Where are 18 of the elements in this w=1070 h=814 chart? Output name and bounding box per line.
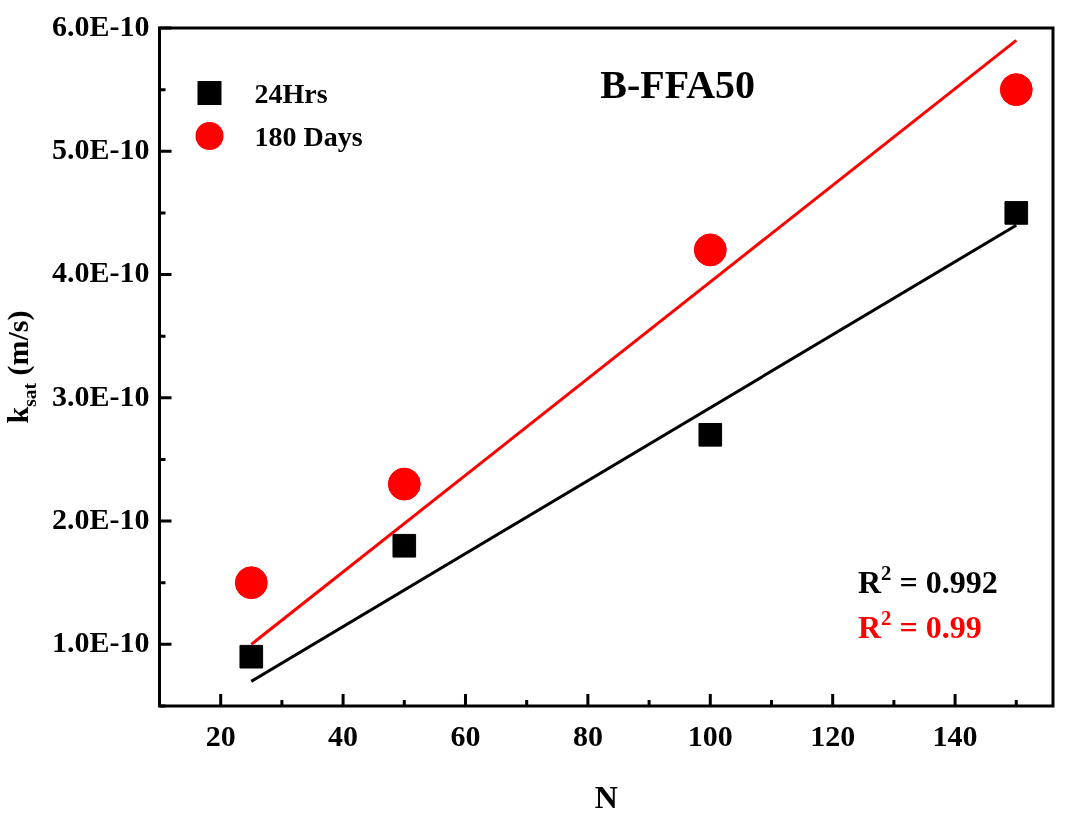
- text: B-FFA50: [600, 62, 756, 107]
- y-tick-label: 1.0E-10: [52, 625, 150, 659]
- x-tick-label: 80: [572, 718, 603, 752]
- x-axis-title: N: [594, 779, 618, 814]
- x-tick-label: 140: [932, 718, 978, 752]
- y-tick-label: 4.0E-10: [52, 255, 150, 289]
- y-axis-title: ksat (m/s): [1, 310, 40, 424]
- legend-label: 24Hrs: [254, 78, 328, 109]
- y-tick-label: 2.0E-10: [52, 501, 150, 535]
- x-tick-label: 100: [687, 718, 733, 752]
- x-tick-label: 20: [205, 718, 236, 752]
- x-tick-label: 60: [450, 718, 481, 752]
- x-tick-label: 40: [328, 718, 359, 752]
- legend-label: 180 Days: [254, 121, 363, 152]
- x-tick-label: 120: [810, 718, 856, 752]
- y-tick-label: 6.0E-10: [52, 8, 150, 42]
- y-tick-label: 3.0E-10: [52, 378, 150, 412]
- y-tick-label: 5.0E-10: [52, 132, 150, 166]
